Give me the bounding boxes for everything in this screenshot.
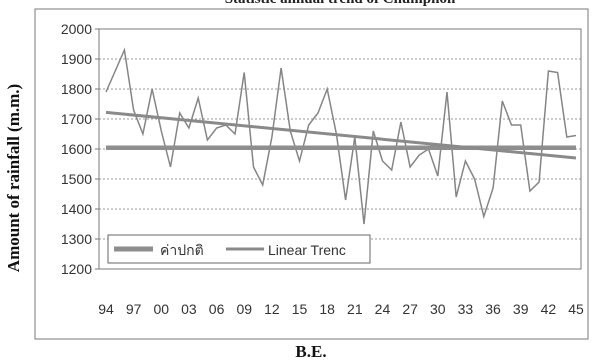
trend-line: [105, 110, 577, 160]
x-tick-label: 21: [347, 301, 363, 317]
chart-title: Statistic annual trend of Chumphon: [90, 0, 590, 8]
x-tick-labels: 94 97 00 03 06 09 12 15 18 21 24 27 30 33 36 39 42 45: [98, 301, 584, 317]
x-tick-label: 45: [568, 301, 584, 317]
x-tick-label: 30: [430, 301, 446, 317]
x-tick-label: 18: [319, 301, 335, 317]
x-tick-label: 36: [485, 301, 501, 317]
x-tick-label: 27: [402, 301, 418, 317]
y-tick-label: 2000: [61, 21, 92, 37]
legend-label-normal: ค่าปกติ: [160, 242, 204, 258]
x-axis-title: B.E.: [295, 342, 326, 361]
y-tick-label: 1400: [61, 201, 92, 217]
x-tick-label: 09: [236, 301, 252, 317]
outer-frame: [34, 8, 589, 340]
x-tick-label: 12: [264, 301, 280, 317]
x-tick-label: 03: [181, 301, 197, 317]
y-tick-labels: 1200 1300 1400 1500 1600 1700 1800 1900 2000: [61, 21, 99, 277]
x-tick-label: 06: [209, 301, 225, 317]
y-tick-label: 1300: [61, 231, 92, 247]
x-tick-label: 42: [541, 301, 557, 317]
y-tick-label: 1900: [61, 51, 92, 67]
x-tick-label: 24: [375, 301, 391, 317]
y-tick-label: 1700: [61, 111, 92, 127]
rainfall-series-line: [105, 47, 577, 225]
x-tick-label: 33: [458, 301, 474, 317]
legend: ค่าปกติ Linear Trenc: [107, 234, 371, 264]
x-tick-label: 97: [126, 301, 142, 317]
x-tick-label: 39: [513, 301, 529, 317]
legend-label-trend: Linear Trenc: [268, 242, 346, 258]
y-tick-label: 1600: [61, 141, 92, 157]
y-tick-label: 1500: [61, 171, 92, 187]
y-axis-title: Amount of rainfall (m.m.): [4, 84, 23, 272]
x-tick-label: 00: [154, 301, 170, 317]
x-tick-label: 94: [98, 301, 114, 317]
y-tick-label: 1200: [61, 261, 92, 277]
x-tick-label: 15: [292, 301, 308, 317]
y-tick-label: 1800: [61, 81, 92, 97]
series-lines: [105, 47, 577, 225]
